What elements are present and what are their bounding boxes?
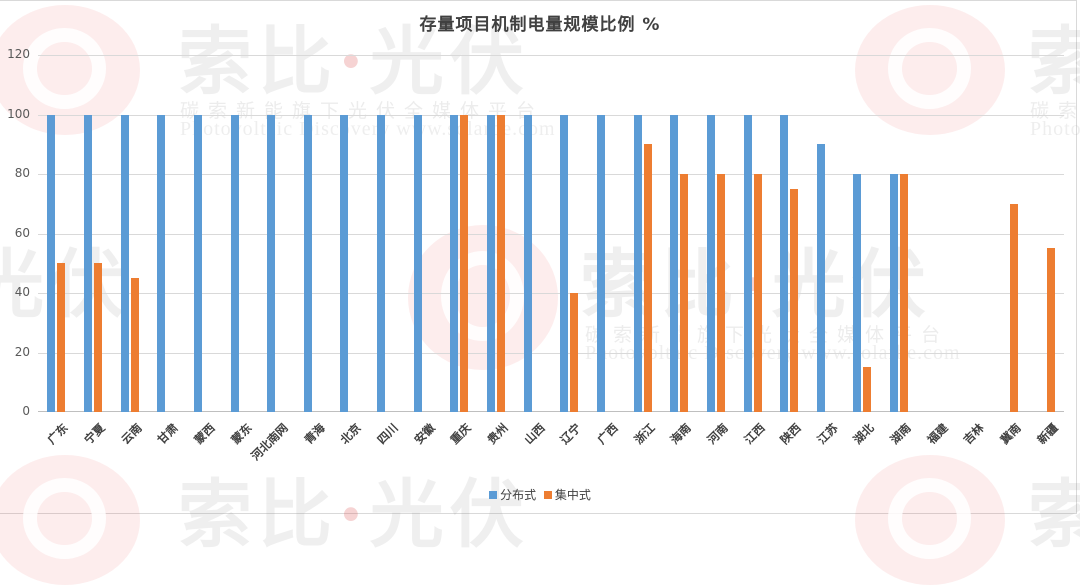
legend-swatch-orange-icon: [543, 490, 552, 499]
bar-centralized-19[interactable]: [753, 174, 762, 412]
gridline: [38, 352, 1064, 354]
bar-distributed-7[interactable]: [303, 114, 312, 412]
x-axis-line: [38, 411, 1064, 412]
bar-distributed-13[interactable]: [523, 114, 532, 412]
watermark-logo-icon: [0, 455, 140, 585]
bar-centralized-11[interactable]: [460, 114, 469, 412]
bar-centralized-27[interactable]: [1046, 248, 1055, 412]
gridline: [38, 174, 1064, 175]
legend-item-distributed[interactable]: 分布式: [489, 486, 536, 503]
bar-centralized-12[interactable]: [497, 114, 506, 412]
y-tick-label: 60: [14, 225, 30, 240]
legend-swatch-blue-icon: [489, 490, 498, 499]
legend-label: 集中式: [554, 488, 591, 502]
y-tick-label: 20: [14, 344, 30, 359]
bar-centralized-0[interactable]: [57, 263, 66, 412]
y-tick-label: 120: [7, 47, 30, 61]
bar-distributed-6[interactable]: [267, 114, 276, 412]
bar-centralized-16[interactable]: [643, 144, 652, 412]
legend-label: 分布式: [500, 488, 537, 502]
bar-distributed-5[interactable]: [230, 114, 239, 412]
chart-title: 存量项目机制电量规模比例 %: [419, 15, 661, 35]
bar-distributed-3[interactable]: [157, 114, 166, 412]
y-tick-label: 0: [22, 404, 30, 418]
watermark-logo-icon: [855, 5, 1005, 135]
bar-centralized-26[interactable]: [1010, 203, 1019, 412]
bar-distributed-15[interactable]: [596, 114, 605, 412]
bar-distributed-10[interactable]: [413, 114, 422, 412]
bar-distributed-21[interactable]: [816, 144, 825, 412]
gridline: [38, 114, 1064, 116]
bar-centralized-17[interactable]: [680, 174, 689, 412]
gridline: [38, 233, 1064, 235]
bar-distributed-9[interactable]: [377, 114, 386, 412]
bar-centralized-18[interactable]: [716, 174, 725, 412]
bar-distributed-0[interactable]: [47, 114, 56, 412]
legend: 分布式 集中式: [0, 486, 1080, 503]
legend-item-centralized[interactable]: 集中式: [543, 486, 591, 503]
bar-distributed-2[interactable]: [120, 114, 129, 412]
bar-centralized-20[interactable]: [790, 188, 799, 412]
bar-centralized-14[interactable]: [570, 293, 579, 412]
y-tick-label: 100: [7, 106, 30, 121]
bar-centralized-23[interactable]: [900, 174, 909, 412]
watermark-logo-icon: [855, 455, 1005, 585]
watermark-logo-icon: [0, 5, 140, 135]
bar-distributed-12[interactable]: [487, 114, 496, 412]
bar-distributed-4[interactable]: [193, 114, 202, 412]
y-tick-label: 80: [14, 166, 30, 180]
bar-distributed-8[interactable]: [340, 114, 349, 412]
gridline: [38, 293, 1064, 294]
bar-distributed-19[interactable]: [743, 114, 752, 412]
bar-distributed-17[interactable]: [670, 114, 679, 412]
bar-distributed-1[interactable]: [83, 114, 92, 412]
bar-distributed-11[interactable]: [450, 114, 459, 412]
bar-distributed-14[interactable]: [560, 114, 569, 412]
bar-distributed-23[interactable]: [890, 174, 899, 412]
bar-centralized-2[interactable]: [130, 278, 139, 412]
bar-centralized-1[interactable]: [93, 263, 102, 412]
gridline: [38, 55, 1064, 56]
y-tick-label: 40: [14, 285, 30, 299]
bar-distributed-16[interactable]: [633, 114, 642, 412]
bar-distributed-20[interactable]: [780, 114, 789, 412]
bar-distributed-22[interactable]: [853, 174, 862, 412]
plot-area: [38, 55, 1064, 412]
bar-centralized-22[interactable]: [863, 367, 872, 412]
bar-distributed-18[interactable]: [706, 114, 715, 412]
